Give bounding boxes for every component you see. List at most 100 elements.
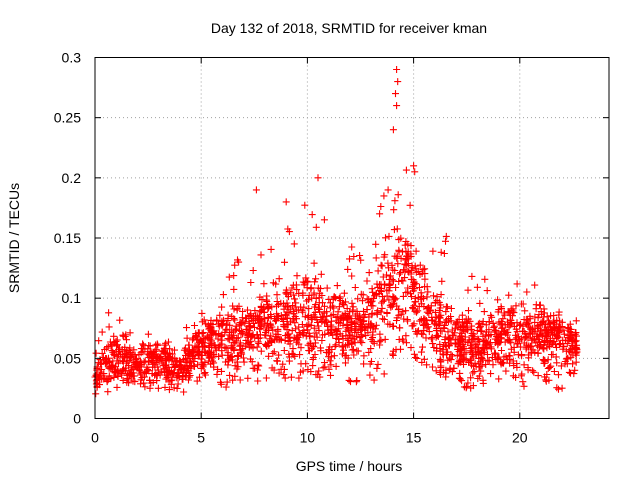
data-point xyxy=(256,325,264,333)
data-point xyxy=(392,90,399,98)
data-point xyxy=(528,336,536,344)
data-point xyxy=(229,376,237,384)
data-point xyxy=(230,315,238,323)
data-point xyxy=(549,339,557,347)
data-point xyxy=(267,311,275,318)
data-point xyxy=(198,351,206,359)
data-point xyxy=(374,267,382,275)
data-point xyxy=(470,368,478,376)
data-point xyxy=(544,324,552,332)
data-point xyxy=(191,322,198,329)
data-point xyxy=(433,293,441,301)
data-point xyxy=(437,248,445,256)
data-point xyxy=(505,336,513,343)
data-point xyxy=(376,338,384,346)
data-point xyxy=(346,331,353,339)
data-point xyxy=(323,284,331,292)
data-point xyxy=(405,253,413,261)
data-point xyxy=(107,342,115,350)
data-point xyxy=(139,340,147,348)
data-point xyxy=(430,344,438,351)
data-point xyxy=(311,278,319,286)
data-point xyxy=(463,320,471,327)
data-point xyxy=(422,334,430,342)
data-point xyxy=(244,332,252,339)
data-point xyxy=(419,266,427,274)
data-points xyxy=(91,66,581,398)
data-point xyxy=(104,388,112,396)
data-point xyxy=(289,345,297,353)
data-point xyxy=(268,303,276,311)
data-point xyxy=(254,377,262,385)
data-point xyxy=(552,353,560,361)
data-point xyxy=(380,192,388,200)
data-point xyxy=(432,367,440,375)
data-point xyxy=(116,357,124,365)
data-point xyxy=(434,333,442,340)
data-point xyxy=(183,334,191,342)
data-point xyxy=(437,291,445,299)
data-point xyxy=(125,362,133,370)
data-point xyxy=(465,336,473,344)
data-point xyxy=(414,307,422,315)
data-point xyxy=(318,318,326,325)
data-point xyxy=(275,275,283,283)
data-point xyxy=(224,317,232,325)
data-point xyxy=(302,360,310,368)
data-point xyxy=(487,311,495,319)
data-point xyxy=(481,275,489,283)
data-point xyxy=(443,303,451,311)
data-point xyxy=(315,327,323,335)
data-point xyxy=(436,320,444,328)
data-point xyxy=(367,320,375,328)
data-point xyxy=(320,216,328,224)
data-point xyxy=(452,318,460,326)
x-tick-label: 10 xyxy=(300,430,316,446)
data-point xyxy=(306,339,314,347)
data-point xyxy=(345,376,353,384)
data-point xyxy=(137,345,145,352)
data-point xyxy=(356,337,364,345)
data-point xyxy=(474,375,482,382)
data-point xyxy=(467,325,475,333)
data-point xyxy=(161,361,169,369)
data-point xyxy=(183,368,190,376)
data-point xyxy=(447,339,455,347)
data-point xyxy=(494,308,502,316)
data-point xyxy=(252,186,260,194)
data-point xyxy=(418,348,425,356)
data-point xyxy=(437,301,445,309)
data-point xyxy=(165,353,173,361)
data-point xyxy=(520,361,528,369)
data-point xyxy=(379,315,387,323)
data-point xyxy=(397,254,405,262)
data-point xyxy=(416,284,423,291)
data-point xyxy=(96,371,104,379)
data-point xyxy=(136,367,144,375)
data-point xyxy=(163,373,171,381)
data-point xyxy=(342,342,349,350)
data-point xyxy=(283,299,291,307)
data-point xyxy=(153,340,161,348)
data-point xyxy=(230,338,238,346)
data-point xyxy=(495,318,503,326)
data-point xyxy=(105,372,113,380)
data-point xyxy=(137,357,144,365)
data-point xyxy=(402,332,410,340)
data-point xyxy=(438,277,446,285)
data-point xyxy=(141,368,149,376)
data-point xyxy=(158,347,166,355)
data-point xyxy=(498,347,505,354)
data-point xyxy=(382,234,389,242)
data-point xyxy=(279,360,287,368)
data-point xyxy=(285,228,293,236)
data-point xyxy=(284,337,292,345)
data-point xyxy=(225,336,233,344)
data-point xyxy=(514,339,522,347)
data-point xyxy=(310,291,318,299)
data-point xyxy=(384,259,392,267)
data-point xyxy=(505,323,513,331)
data-point xyxy=(316,373,324,381)
data-point xyxy=(507,307,515,314)
